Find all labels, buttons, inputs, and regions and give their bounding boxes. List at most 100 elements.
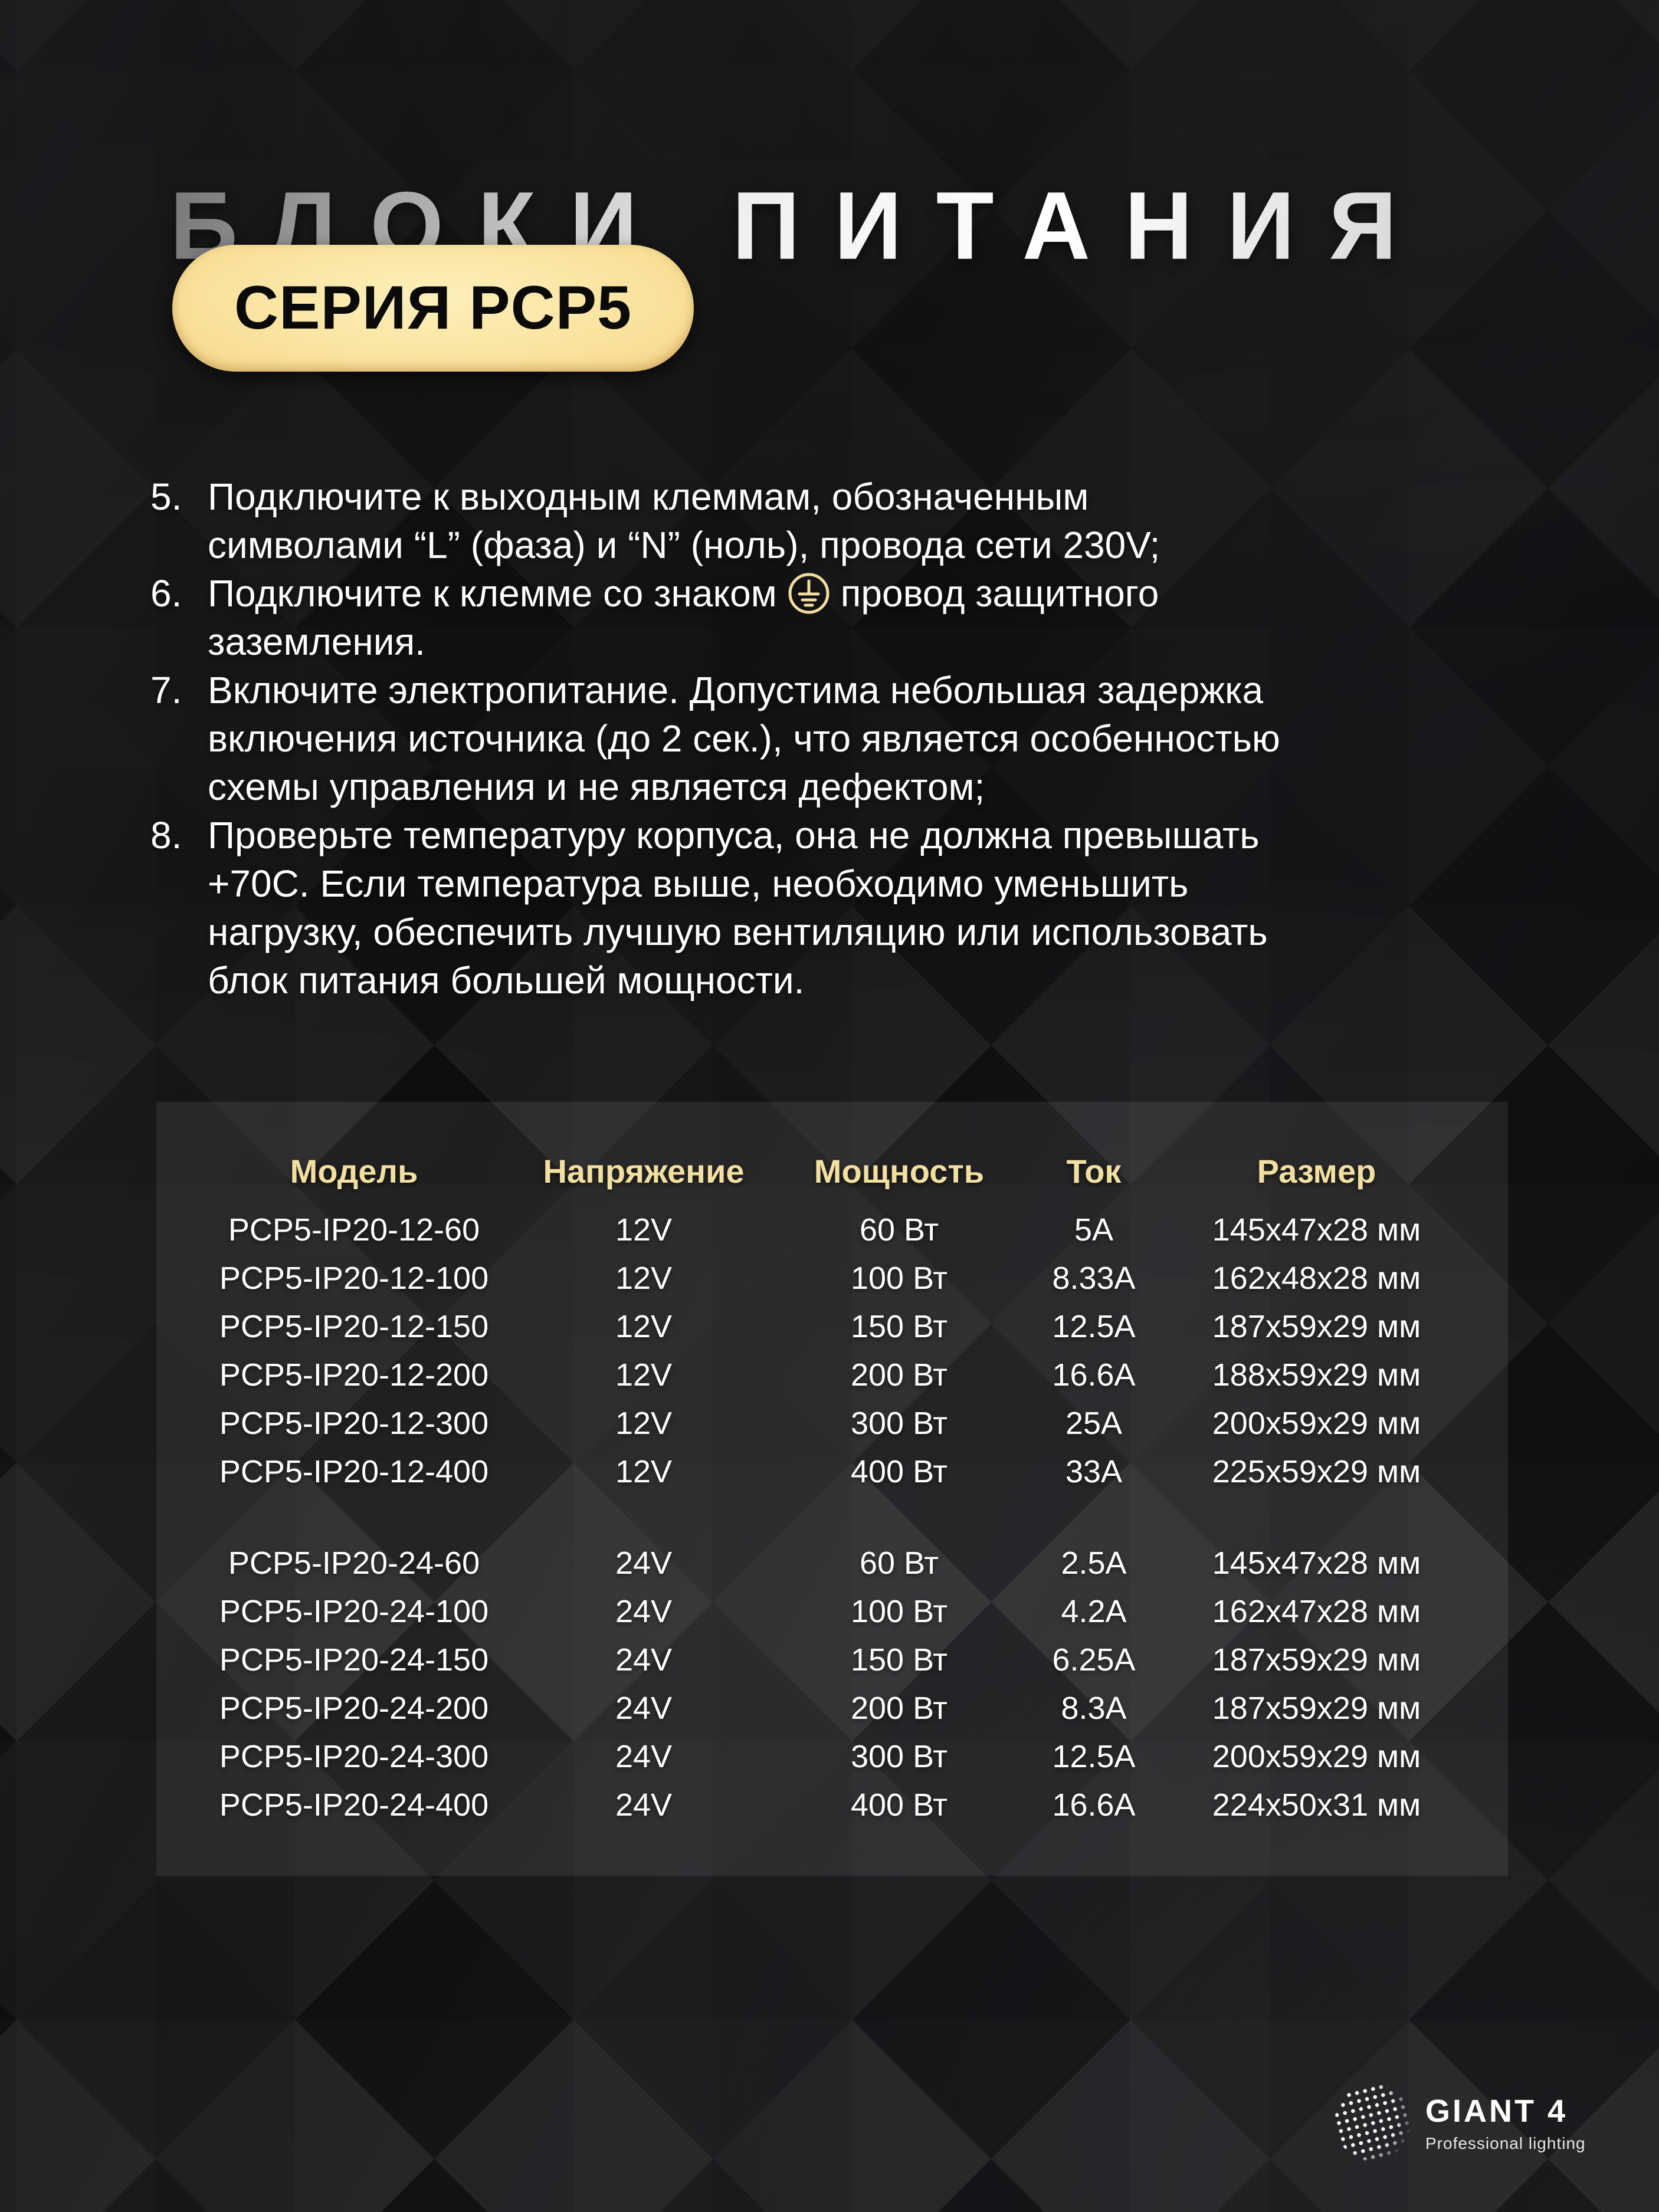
table-cell: 400 Вт [850, 1454, 948, 1489]
instruction-text: Проверьте температуру корпуса, она не до… [208, 811, 1566, 1005]
table-cell: PCP5-IP20-24-150 [219, 1642, 489, 1678]
instruction-number: 8. [150, 814, 182, 856]
table-cell: PCP5-IP20-12-100 [219, 1261, 489, 1296]
instruction-number: 5. [150, 475, 182, 518]
table-cell: 188x59x29 мм [1212, 1357, 1421, 1393]
brand-logo: GIANT 4 Professional lighting [1326, 2075, 1586, 2170]
brand-name: GIANT 4 [1425, 2093, 1568, 2129]
instruction-item-8: 8. Проверьте температуру корпуса, она не… [150, 811, 1566, 1005]
table-cell: 150 Вт [850, 1642, 948, 1678]
instruction-text: Подключите к выходным клеммам, обозначен… [208, 472, 1566, 569]
instruction-line: схемы управления и не является дефектом; [208, 766, 985, 808]
table-cell: 6.25A [1052, 1642, 1136, 1678]
table-cell: 200 Вт [850, 1357, 948, 1393]
table-cell: 12.5A [1052, 1309, 1136, 1344]
table-cell: 25A [1065, 1406, 1123, 1441]
table-cell: 100 Вт [850, 1261, 948, 1296]
instruction-item-5: 5. Подключите к выходным клеммам, обозна… [150, 472, 1566, 569]
series-badge-label: СЕРИЯ PCP5 [234, 274, 632, 342]
table-cell: 162x47x28 мм [1212, 1594, 1421, 1629]
instruction-line: блок питания большей мощности. [208, 959, 805, 1002]
table-cell: 225x59x29 мм [1212, 1454, 1421, 1489]
table-cell: 224x50x31 мм [1212, 1787, 1421, 1823]
table-cell: 300 Вт [850, 1406, 948, 1441]
table-cell: 12V [615, 1357, 673, 1393]
table-cell: 60 Вт [859, 1212, 939, 1248]
column-header-voltage: Напряжение [543, 1152, 745, 1190]
table-cell: 8.3A [1061, 1691, 1127, 1726]
spec-table-header-row: Модель Напряжение Мощность Ток Размер [156, 1146, 1508, 1196]
table-cell: 24V [615, 1594, 673, 1629]
table-cell: 33A [1065, 1454, 1123, 1489]
column-header-current: Ток [1066, 1152, 1122, 1190]
table-cell: 12V [615, 1261, 673, 1296]
table-cell: PCP5-IP20-12-400 [219, 1454, 489, 1489]
table-cell: PCP5-IP20-24-60 [228, 1545, 480, 1581]
table-cell: 100 Вт [850, 1594, 948, 1629]
table-cell: 150 Вт [850, 1309, 948, 1344]
instruction-segment: Подключите к клемме со знаком [208, 572, 777, 615]
column-header-model: Модель [290, 1152, 418, 1190]
table-cell: 145x47x28 мм [1212, 1545, 1421, 1581]
table-cell: 16.6A [1052, 1357, 1136, 1393]
table-cell: 8.33A [1052, 1261, 1136, 1296]
instruction-line: нагрузку, обеспечить лучшую вентиляцию и… [208, 911, 1268, 953]
table-cell: 12V [615, 1454, 673, 1489]
instruction-text: Включите электропитание. Допустима небол… [208, 666, 1566, 811]
table-cell: PCP5-IP20-24-400 [219, 1787, 489, 1823]
table-cell: 5A [1074, 1212, 1114, 1248]
spec-table-panel: Модель Напряжение Мощность Ток Размер PC… [156, 1102, 1508, 1876]
table-cell: PCP5-IP20-24-100 [219, 1594, 489, 1629]
table-cell: 162x48x28 мм [1212, 1261, 1421, 1296]
table-cell: 145x47x28 мм [1212, 1212, 1421, 1248]
instruction-line: заземления. [208, 621, 425, 663]
table-cell: 24V [615, 1787, 673, 1823]
instruction-segment: провод защитного [840, 572, 1159, 615]
table-cell: 200x59x29 мм [1212, 1406, 1421, 1441]
table-cell: 400 Вт [850, 1787, 948, 1823]
table-cell: 12V [615, 1212, 673, 1248]
instruction-number: 7. [150, 669, 182, 711]
table-cell: PCP5-IP20-24-200 [219, 1691, 489, 1726]
spec-table-group-12v: PCP5-IP20-12-60 12V 60 Вт 5A 145x47x28 мм PCP… [156, 1206, 1508, 1496]
instruction-line: +70C. Если температура выше, необходимо … [208, 862, 1189, 905]
instruction-line: включения источника (до 2 сек.), что явл… [208, 717, 1280, 760]
table-cell: 16.6A [1052, 1787, 1136, 1823]
series-badge: СЕРИЯ PCP5 [172, 245, 694, 372]
column-header-power: Мощность [814, 1152, 985, 1190]
table-cell: 12.5A [1052, 1739, 1136, 1774]
table-cell: 300 Вт [850, 1739, 948, 1774]
instructions-list: 5. Подключите к выходным клеммам, обозна… [150, 472, 1566, 1005]
halftone-sphere-icon [1326, 2075, 1421, 2170]
table-cell: 24V [615, 1545, 673, 1581]
table-cell: 12V [615, 1406, 673, 1441]
instruction-line: Подключите к клемме со знаком провод защ… [208, 569, 1566, 618]
ground-icon [788, 573, 830, 614]
table-cell: 200 Вт [850, 1691, 948, 1726]
table-cell: PCP5-IP20-24-300 [219, 1739, 489, 1774]
table-cell: PCP5-IP20-12-60 [228, 1212, 480, 1248]
table-cell: 24V [615, 1691, 673, 1726]
instruction-line: Проверьте температуру корпуса, она не до… [208, 814, 1260, 856]
column-header-dimensions: Размер [1257, 1152, 1376, 1190]
spec-table-group-24v: PCP5-IP20-24-60 24V 60 Вт 2.5A 145x47x28 мм P… [156, 1539, 1508, 1829]
table-cell: PCP5-IP20-12-200 [219, 1357, 489, 1393]
brand-logo-text: GIANT 4 Professional lighting [1425, 2093, 1586, 2153]
instruction-item-6: 6. Подключите к клемме со знаком провод … [150, 569, 1566, 666]
instruction-line: Подключите к выходным клеммам, обозначен… [208, 475, 1089, 518]
brand-tagline: Professional lighting [1425, 2134, 1586, 2152]
instruction-number: 6. [150, 572, 182, 615]
instruction-line: Включите электропитание. Допустима небол… [208, 669, 1264, 711]
table-cell: 60 Вт [859, 1545, 939, 1581]
table-cell: 24V [615, 1642, 673, 1678]
table-cell: 187x59x29 мм [1212, 1691, 1421, 1726]
table-cell: 187x59x29 мм [1212, 1309, 1421, 1344]
table-cell: 187x59x29 мм [1212, 1642, 1421, 1678]
table-cell: 2.5A [1061, 1545, 1127, 1581]
instruction-line: символами “L” (фаза) и “N” (ноль), прово… [208, 524, 1160, 566]
table-cell: 200x59x29 мм [1212, 1739, 1421, 1774]
table-cell: 24V [615, 1739, 673, 1774]
table-cell: PCP5-IP20-12-150 [219, 1309, 489, 1344]
table-cell: 12V [615, 1309, 673, 1344]
table-cell: PCP5-IP20-12-300 [219, 1406, 489, 1441]
